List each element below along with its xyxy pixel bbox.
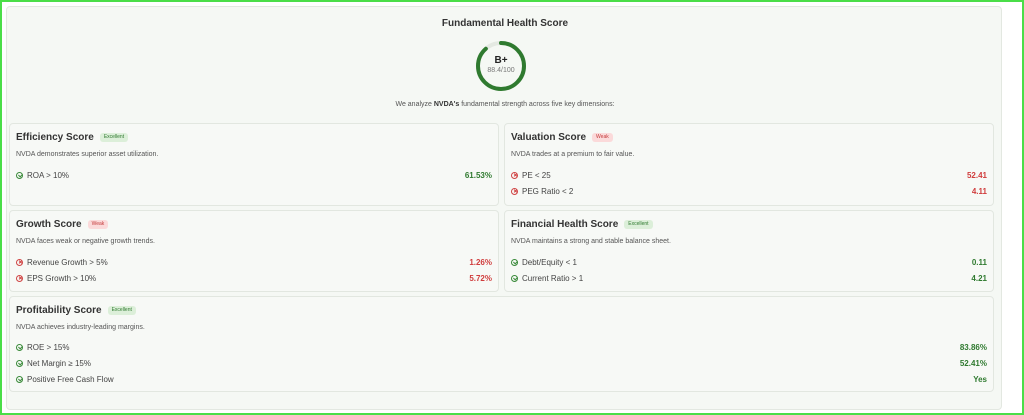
grade-score: 88.4/100 <box>487 67 515 74</box>
score-gauge <box>476 41 526 91</box>
metric-label: ROE > 15% <box>27 342 70 352</box>
metric-label: PE < 25 <box>522 170 551 180</box>
metric-value: 0.11 <box>971 257 987 267</box>
profitability-badge: Excellent <box>107 306 136 315</box>
metric-value: 5.72% <box>469 273 492 283</box>
metric-row: Revenue Growth > 5% 1.26% <box>16 256 492 268</box>
health-score-panel: Fundamental Health Score B+ 88.4/100 We … <box>6 6 1002 410</box>
check-circle-icon <box>16 375 23 383</box>
financial-health-card: Financial Health Score Excellent NVDA ma… <box>504 210 994 292</box>
efficiency-card: Efficiency Score Excellent NVDA demonstr… <box>9 123 499 206</box>
metric-value: 83.86% <box>959 342 987 352</box>
efficiency-desc: NVDA demonstrates superior asset utiliza… <box>16 151 159 158</box>
metric-row: Current Ratio > 1 4.21 <box>511 272 987 284</box>
x-circle-icon <box>511 187 518 195</box>
metric-label: EPS Growth > 10% <box>27 273 97 283</box>
metric-value: 61.53% <box>464 170 492 180</box>
metric-row: ROE > 15% 83.86% <box>16 341 987 353</box>
intro-after: fundamental strength across five key dim… <box>459 101 615 108</box>
intro-ticker: NVDA's <box>433 101 460 108</box>
metric-value: 4.11 <box>971 186 987 196</box>
x-circle-icon <box>16 258 23 266</box>
metric-row: Net Margin ≥ 15% 52.41% <box>16 357 987 369</box>
gauge-progress-arc <box>476 41 526 91</box>
growth-desc: NVDA faces weak or negative growth trend… <box>16 238 155 245</box>
x-circle-icon <box>511 171 518 179</box>
metric-row: PE < 25 52.41 <box>511 169 987 181</box>
metric-value: 1.26% <box>469 257 492 267</box>
efficiency-title: Efficiency Score <box>16 132 94 143</box>
financial-desc: NVDA maintains a strong and stable balan… <box>511 238 671 245</box>
metric-row: Debt/Equity < 1 0.11 <box>511 256 987 268</box>
valuation-desc: NVDA trades at a premium to fair value. <box>511 151 635 158</box>
metric-value: 52.41% <box>959 358 987 368</box>
efficiency-badge: Excellent <box>99 133 129 142</box>
metric-value: Yes <box>973 374 987 384</box>
check-circle-icon <box>511 258 518 266</box>
metric-row: Positive Free Cash Flow Yes <box>16 373 987 385</box>
profitability-title: Profitability Score <box>16 305 102 316</box>
metric-label: ROA > 10% <box>27 170 70 180</box>
metric-value: 52.41 <box>966 170 987 180</box>
valuation-badge: Weak <box>592 133 613 142</box>
metric-row: PEG Ratio < 2 4.11 <box>511 185 987 197</box>
metric-label: Current Ratio > 1 <box>522 273 584 283</box>
financial-title: Financial Health Score <box>511 219 619 230</box>
valuation-title: Valuation Score <box>511 132 587 143</box>
financial-badge: Excellent <box>624 220 653 229</box>
metric-row: EPS Growth > 10% 5.72% <box>16 272 492 284</box>
check-circle-icon <box>16 359 23 367</box>
metric-label: Net Margin ≥ 15% <box>27 358 91 368</box>
check-circle-icon <box>16 343 23 351</box>
x-circle-icon <box>16 274 23 282</box>
check-circle-icon <box>16 171 23 179</box>
intro-text: We analyze NVDA's fundamental strength a… <box>7 101 1003 108</box>
metric-label: PEG Ratio < 2 <box>522 186 574 196</box>
page-title: Fundamental Health Score <box>441 18 569 29</box>
profitability-card: Profitability Score Excellent NVDA achie… <box>9 296 994 392</box>
profitability-desc: NVDA achieves industry-leading margins. <box>16 324 145 331</box>
valuation-card: Valuation Score Weak NVDA trades at a pr… <box>504 123 994 206</box>
intro-before: We analyze <box>395 101 434 108</box>
metric-value: 4.21 <box>971 273 987 283</box>
metric-label: Positive Free Cash Flow <box>27 374 114 384</box>
growth-badge: Weak <box>87 220 109 229</box>
growth-card: Growth Score Weak NVDA faces weak or neg… <box>9 210 499 292</box>
check-circle-icon <box>511 274 518 282</box>
metric-label: Revenue Growth > 5% <box>27 257 108 267</box>
growth-title: Growth Score <box>16 219 82 230</box>
grade-letter: B+ <box>494 55 508 66</box>
metric-label: Debt/Equity < 1 <box>522 257 577 267</box>
metric-row: ROA > 10% 61.53% <box>16 169 492 181</box>
